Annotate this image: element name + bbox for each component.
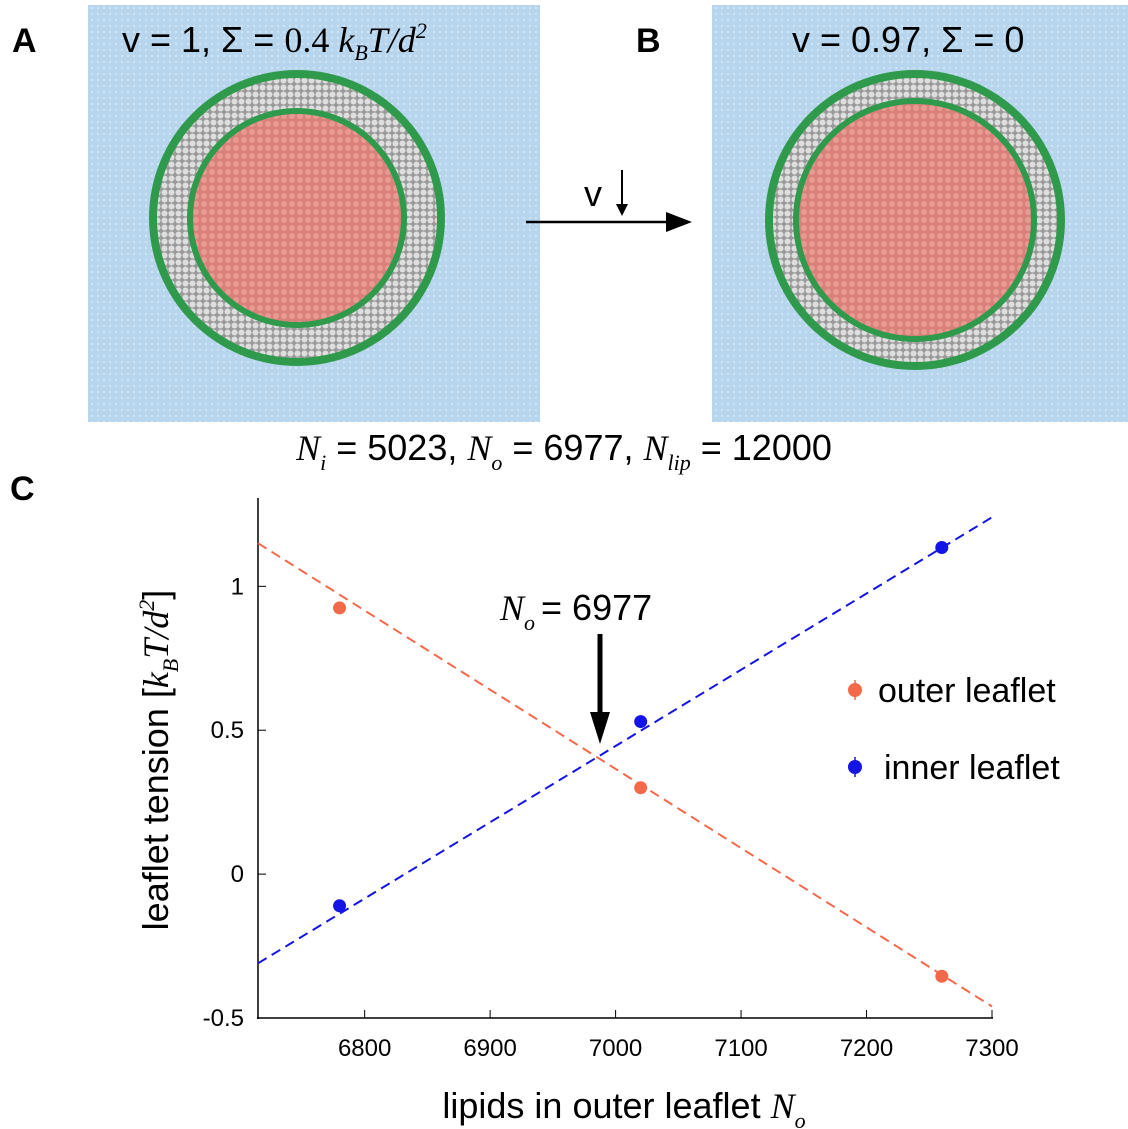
- arrowhead: [666, 212, 692, 232]
- data-point: [333, 899, 347, 913]
- caption-part: N: [295, 428, 322, 468]
- caption-part: lip: [668, 450, 691, 475]
- caption-part: i: [320, 450, 326, 475]
- panel-title: v = 1, Σ = 0.4 kBT/d2: [122, 18, 427, 65]
- panel-label: A: [12, 22, 37, 60]
- snapshot-b: [712, 5, 1128, 422]
- annotation-part: N: [499, 588, 526, 628]
- title-part: 2: [416, 18, 427, 43]
- x-axis-label: lipids in outer leaflet No: [442, 1085, 805, 1129]
- label-part: T/d: [136, 610, 176, 659]
- label-part: B: [158, 659, 183, 672]
- x-tick-label: 7300: [965, 1035, 1018, 1062]
- caption-part: = 6977,: [502, 427, 643, 468]
- fit-line: [257, 542, 993, 1008]
- legend-label: inner leaflet: [884, 749, 1060, 787]
- caption-part: N: [643, 428, 670, 468]
- x-tick-label: 7000: [589, 1035, 642, 1062]
- annotation-arrowhead: [590, 712, 610, 744]
- annotation: No = 6977: [499, 587, 652, 635]
- y-tick-label: 0: [231, 861, 244, 888]
- y-axis-label: leaflet tension [kBT/d2]: [134, 590, 183, 931]
- caption: Ni = 5023, No = 6977, Nlip = 12000: [295, 427, 832, 475]
- title-part: k: [338, 20, 355, 60]
- data-point: [935, 969, 949, 983]
- y-tick-label: -0.5: [203, 1005, 244, 1032]
- data-point: [634, 715, 648, 729]
- caption-part: o: [491, 450, 502, 475]
- data-point: [634, 781, 648, 795]
- x-tick-label: 6800: [338, 1035, 391, 1062]
- title-part: T/d: [368, 20, 417, 60]
- annotation-part: = 6977: [541, 587, 652, 628]
- panel-title: v = 0.97, Σ = 0: [792, 19, 1024, 60]
- fit-line: [257, 516, 993, 965]
- panel-label: C: [10, 470, 35, 508]
- panel-label: B: [636, 22, 661, 60]
- y-tick-label: 1: [231, 573, 244, 600]
- snapshot-a: [88, 5, 540, 422]
- caption-part: = 12000: [691, 427, 832, 468]
- legend-label: outer leaflet: [878, 672, 1056, 710]
- title-part: 0.4: [284, 20, 338, 60]
- annotation-part: o: [524, 610, 535, 635]
- x-tick-label: 7200: [840, 1035, 893, 1062]
- y-tick-label: 0.5: [211, 717, 244, 744]
- x-tick-label: 6900: [463, 1035, 516, 1062]
- label-part: ]: [135, 590, 176, 600]
- title-part: v = 1, Σ =: [122, 19, 284, 60]
- caption-part: N: [466, 428, 493, 468]
- title-part: B: [354, 40, 367, 65]
- data-point: [333, 601, 347, 615]
- label-part: N: [770, 1086, 797, 1126]
- transition-label: v: [584, 173, 602, 214]
- label-part: k: [136, 671, 176, 688]
- caption-part: = 5023,: [326, 427, 467, 468]
- label-part: leaflet tension [: [135, 688, 176, 930]
- data-point: [935, 540, 949, 554]
- label-part: 2: [134, 600, 159, 611]
- arrowhead: [616, 204, 628, 216]
- label-part: o: [795, 1108, 806, 1129]
- label-part: lipids in outer leaflet: [442, 1085, 770, 1126]
- x-tick-label: 7100: [714, 1035, 767, 1062]
